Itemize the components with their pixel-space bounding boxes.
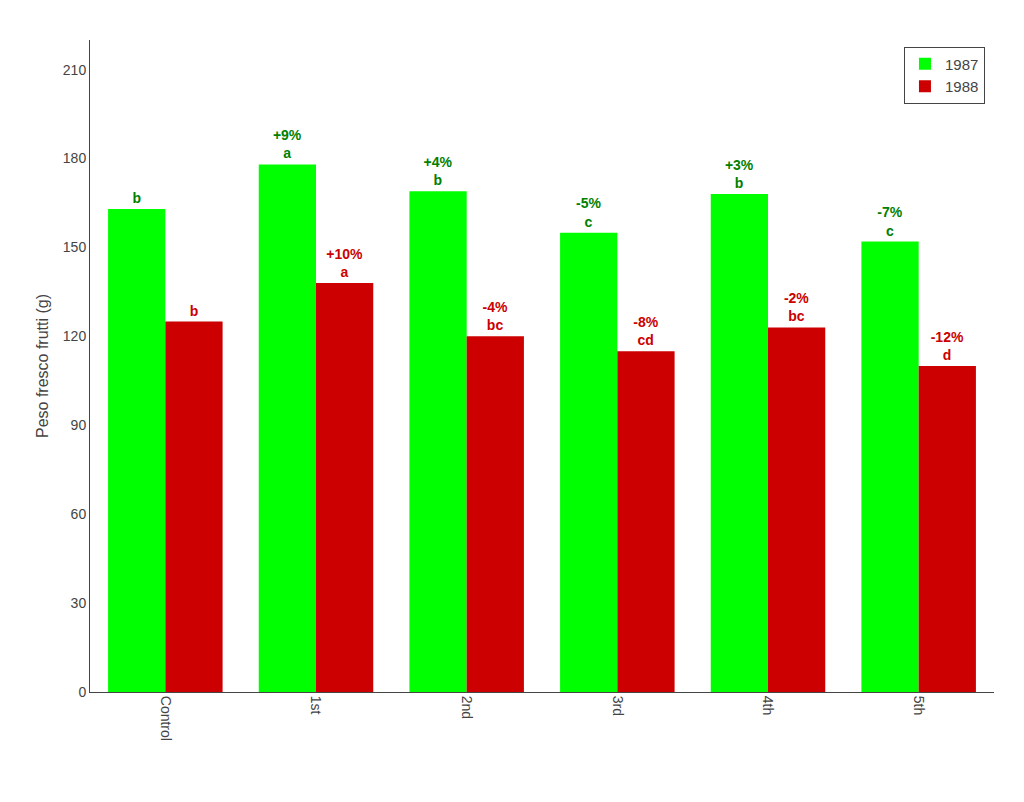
svg-text:120: 120	[63, 328, 87, 344]
svg-text:1st: 1st	[308, 696, 324, 715]
svg-text:-4%bc: -4%bc	[483, 299, 508, 333]
svg-text:3rd: 3rd	[610, 696, 626, 716]
svg-text:30: 30	[71, 595, 87, 611]
svg-text:+4%b: +4%b	[424, 154, 453, 188]
svg-text:-5%c: -5%c	[576, 195, 601, 229]
svg-text:150: 150	[63, 239, 87, 255]
svg-text:0: 0	[78, 684, 86, 700]
svg-text:b: b	[190, 303, 199, 319]
svg-text:4th: 4th	[760, 696, 776, 715]
svg-text:+3%b: +3%b	[725, 157, 754, 191]
svg-text:-7%c: -7%c	[877, 204, 902, 238]
svg-text:180: 180	[63, 150, 87, 166]
svg-text:5th: 5th	[911, 696, 927, 715]
svg-text:+10%a: +10%a	[326, 246, 363, 280]
svg-text:-2%bc: -2%bc	[784, 290, 809, 324]
svg-text:2nd: 2nd	[459, 696, 475, 719]
svg-text:210: 210	[63, 62, 87, 78]
svg-text:1988: 1988	[945, 78, 978, 95]
svg-text:b: b	[132, 190, 141, 206]
svg-text:-8%cd: -8%cd	[633, 314, 658, 348]
svg-text:Peso fresco frutti (g): Peso fresco frutti (g)	[34, 294, 51, 438]
svg-text:Control: Control	[158, 696, 174, 741]
svg-text:90: 90	[71, 417, 87, 433]
svg-text:-12%d: -12%d	[931, 329, 964, 363]
svg-text:+9%a: +9%a	[273, 127, 302, 161]
svg-text:1987: 1987	[945, 56, 978, 73]
svg-text:60: 60	[71, 506, 87, 522]
